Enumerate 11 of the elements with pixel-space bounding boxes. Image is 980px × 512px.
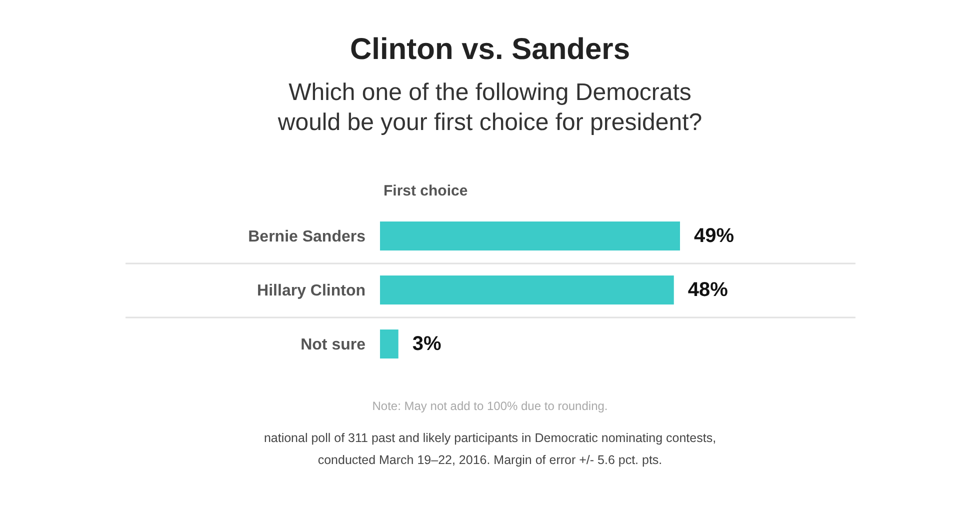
y-tick-label: Bernie Sanders <box>248 228 366 246</box>
data-label: 3% <box>412 333 442 355</box>
y-tick-label: Not sure <box>300 336 366 354</box>
x-axis-title: First choice <box>384 182 468 200</box>
text: Note: May not add to 100% due to rounding. <box>372 399 608 413</box>
text: national poll of 311 past and likely participants in Democratic nominating contests, conducted March 19–22, 2016. Margin of error +/- 5.6 pct. pts. <box>264 431 716 467</box>
chart-subtitle: Which one of the following Democrats would be your first choice for president? <box>276 79 702 136</box>
data-label: 49% <box>694 225 734 247</box>
chart-title: Clinton vs. Sanders <box>350 33 630 66</box>
y-tick-label: Hillary Clinton <box>257 282 366 300</box>
data-label: 48% <box>688 279 728 301</box>
